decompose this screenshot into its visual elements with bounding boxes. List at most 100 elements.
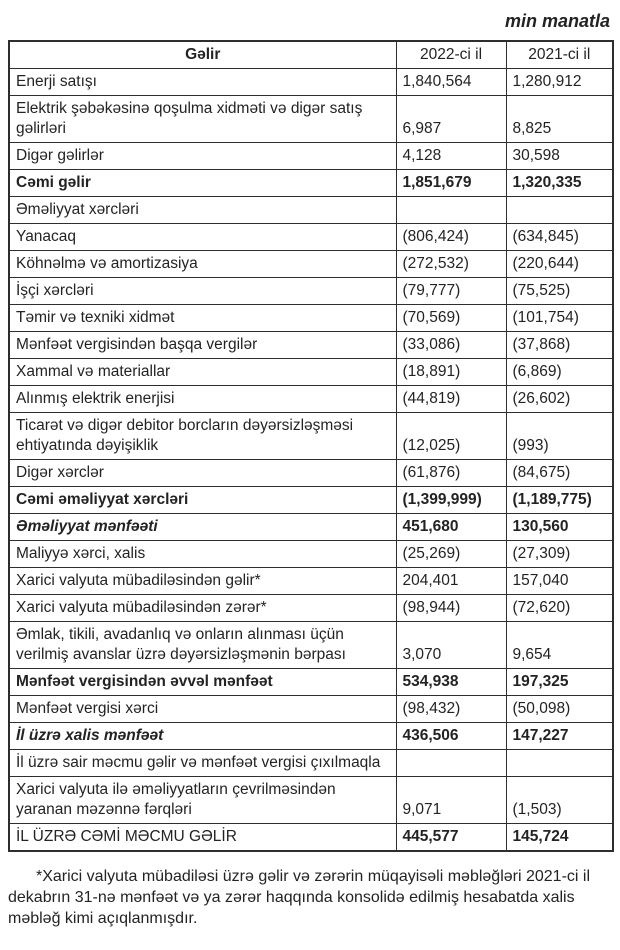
table-row: Enerji satışı 1,840,564 1,280,912 xyxy=(8,68,614,96)
table-row: Ticarət və digər debitor borcların dəyər… xyxy=(8,412,614,460)
table-row: Yanacaq (806,424) (634,845) xyxy=(8,223,614,251)
value-2022: (806,424) xyxy=(395,223,507,251)
value-2021: 8,825 xyxy=(505,95,614,143)
row-label: Ticarət və digər debitor borcların dəyər… xyxy=(8,412,397,460)
row-label: Köhnəlmə və amortizasiya xyxy=(8,250,397,278)
table-row: Əməliyyat mənfəəti 451,680 130,560 xyxy=(8,513,614,541)
value-2021: (26,602) xyxy=(505,385,614,413)
value-2022: 3,070 xyxy=(395,621,507,669)
value-2021: (101,754) xyxy=(505,304,614,332)
value-2022: 451,680 xyxy=(395,513,507,541)
value-2021: 30,598 xyxy=(505,142,614,170)
row-label: Xarici valyuta mübadiləsindən gəlir* xyxy=(8,567,397,595)
value-2022 xyxy=(395,749,507,777)
value-2021: (84,675) xyxy=(505,459,614,487)
income-statement-table: Gəlir 2022-ci il 2021-ci il Enerji satış… xyxy=(8,40,614,852)
table-row: Cəmi gəlir 1,851,679 1,320,335 xyxy=(8,169,614,197)
value-2021 xyxy=(505,749,614,777)
value-2021: (50,098) xyxy=(505,695,614,723)
value-2021: 130,560 xyxy=(505,513,614,541)
table-row: Mənfəət vergisi xərci (98,432) (50,098) xyxy=(8,695,614,723)
value-2021: 1,280,912 xyxy=(505,68,614,96)
row-label: Xarici valyuta mübadiləsindən zərər* xyxy=(8,594,397,622)
row-label: Mənfəət vergisindən başqa vergilər xyxy=(8,331,397,359)
row-label: Mənfəət vergisi xərci xyxy=(8,695,397,723)
value-2021: (1,189,775) xyxy=(505,486,614,514)
value-2022: (70,569) xyxy=(395,304,507,332)
value-2021: 145,724 xyxy=(505,823,614,852)
value-2021: (27,309) xyxy=(505,540,614,568)
value-2021: (75,525) xyxy=(505,277,614,305)
table-row: Xarici valyuta mübadiləsindən zərər* (98,… xyxy=(8,594,614,622)
row-label: Təmir və texniki xidmət xyxy=(8,304,397,332)
row-label: Cəmi gəlir xyxy=(8,169,397,197)
value-2021: 1,320,335 xyxy=(505,169,614,197)
row-label: Əməliyyat xərcləri xyxy=(8,196,397,224)
value-2022: (98,432) xyxy=(395,695,507,723)
value-2021: (220,644) xyxy=(505,250,614,278)
value-2021: (1,503) xyxy=(505,776,614,824)
value-2021: 157,040 xyxy=(505,567,614,595)
value-2022: (98,944) xyxy=(395,594,507,622)
value-2022: 445,577 xyxy=(395,823,507,852)
value-2021 xyxy=(505,196,614,224)
row-label: İl üzrə xalis mənfəət xyxy=(8,722,397,750)
value-2021: (37,868) xyxy=(505,331,614,359)
value-2021: 197,325 xyxy=(505,668,614,696)
value-2021: (634,845) xyxy=(505,223,614,251)
row-label: Əmlak, tikili, avadanlıq və onların alın… xyxy=(8,621,397,669)
value-2022: 6,987 xyxy=(395,95,507,143)
row-label: İL ÜZRƏ CƏMİ MƏCMU GƏLİR xyxy=(8,823,397,852)
value-2022: (1,399,999) xyxy=(395,486,507,514)
row-label: Maliyyə xərci, xalis xyxy=(8,540,397,568)
table-row: İL ÜZRƏ CƏMİ MƏCMU GƏLİR 445,577 145,724 xyxy=(8,823,614,852)
row-label: Cəmi əməliyyat xərcləri xyxy=(8,486,397,514)
value-2022: 1,851,679 xyxy=(395,169,507,197)
row-label: Xammal və materiallar xyxy=(8,358,397,386)
row-label: Mənfəət vergisindən əvvəl mənfəət xyxy=(8,668,397,696)
table-row: Xarici valyuta ilə əməliyyatların çevril… xyxy=(8,776,614,824)
value-2021: (993) xyxy=(505,412,614,460)
table-row: Digər xərclər (61,876) (84,675) xyxy=(8,459,614,487)
column-header-2022: 2022-ci il xyxy=(395,40,507,69)
table-row: Köhnəlmə və amortizasiya (272,532) (220,64… xyxy=(8,250,614,278)
table-row: Əmlak, tikili, avadanlıq və onların alın… xyxy=(8,621,614,669)
row-label: Yanacaq xyxy=(8,223,397,251)
income-table-body: Enerji satışı 1,840,564 1,280,912 Elektrik … xyxy=(8,68,614,852)
value-2021: 9,654 xyxy=(505,621,614,669)
table-row: Digər gəlirlər 4,128 30,598 xyxy=(8,142,614,170)
value-2022: (33,086) xyxy=(395,331,507,359)
table-row: Xarici valyuta mübadiləsindən gəlir* 204,… xyxy=(8,567,614,595)
value-2021: (72,620) xyxy=(505,594,614,622)
row-label: İşçi xərcləri xyxy=(8,277,397,305)
column-header-2021: 2021-ci il xyxy=(505,40,614,69)
table-row: Mənfəət vergisindən əvvəl mənfəət 534,938… xyxy=(8,668,614,696)
value-2022: (44,819) xyxy=(395,385,507,413)
row-label: Enerji satışı xyxy=(8,68,397,96)
row-label: Alınmış elektrik enerjisi xyxy=(8,385,397,413)
unit-label: min manatla xyxy=(504,11,610,31)
row-label: Əməliyyat mənfəəti xyxy=(8,513,397,541)
value-2022: 9,071 xyxy=(395,776,507,824)
row-label: Elektrik şəbəkəsinə qoşulma xidməti və d… xyxy=(8,95,397,143)
table-row: Maliyyə xərci, xalis (25,269) (27,309) xyxy=(8,540,614,568)
value-2022: 534,938 xyxy=(395,668,507,696)
value-2021: (6,869) xyxy=(505,358,614,386)
value-2022: (18,891) xyxy=(395,358,507,386)
value-2022: (12,025) xyxy=(395,412,507,460)
table-row: Alınmış elektrik enerjisi (44,819) (26,602… xyxy=(8,385,614,413)
table-row: Mənfəət vergisindən başqa vergilər (33,08… xyxy=(8,331,614,359)
column-header-gelir: Gəlir xyxy=(8,40,397,69)
table-row: Elektrik şəbəkəsinə qoşulma xidməti və d… xyxy=(8,95,614,143)
value-2022: 204,401 xyxy=(395,567,507,595)
table-row: Cəmi əməliyyat xərcləri (1,399,999) (1,189… xyxy=(8,486,614,514)
table-row: İşçi xərcləri (79,777) (75,525) xyxy=(8,277,614,305)
row-label: İl üzrə sair məcmu gəlir və mənfəət verg… xyxy=(8,749,397,777)
value-2022: (25,269) xyxy=(395,540,507,568)
table-header-row: Gəlir 2022-ci il 2021-ci il xyxy=(8,40,614,69)
value-2022: (79,777) xyxy=(395,277,507,305)
value-2021: 147,227 xyxy=(505,722,614,750)
footnote-text: *Xarici valyuta mübadiləsi üzrə gəlir və… xyxy=(8,868,591,927)
value-2022: 4,128 xyxy=(395,142,507,170)
